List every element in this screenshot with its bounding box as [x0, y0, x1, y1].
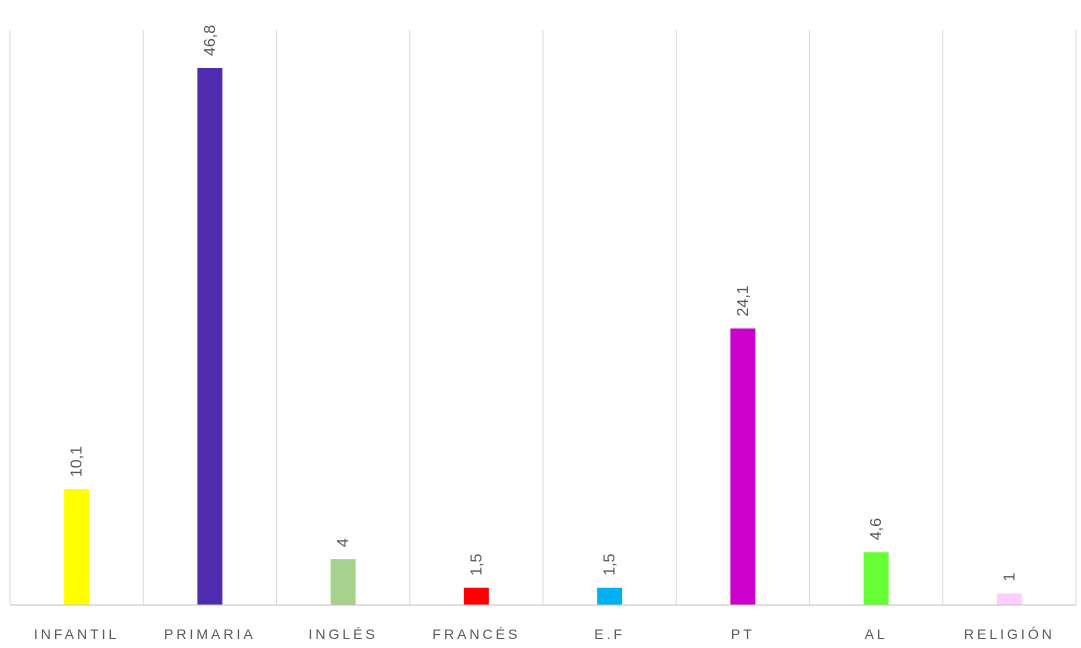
tick-label: RELIGIÓN	[964, 626, 1055, 642]
tick-label: PRIMARIA	[164, 626, 256, 642]
data-label: 4,6	[868, 518, 885, 540]
data-label: 4	[335, 538, 352, 547]
bar	[863, 552, 889, 605]
bar	[996, 593, 1022, 605]
bar	[197, 68, 223, 605]
tick-label: FRANCÉS	[432, 626, 520, 642]
bar	[330, 559, 356, 605]
data-labels: 10,1 46,8 4 1,5 1,5 24,1 4,6 1	[69, 25, 1019, 582]
bar	[730, 328, 756, 605]
tick-label: INFANTIL	[34, 626, 119, 642]
bars	[64, 68, 1022, 605]
data-label: 1,5	[602, 553, 619, 575]
tick-label: INGLÉS	[308, 626, 377, 642]
data-label: 46,8	[202, 25, 219, 56]
tick-label: PT	[731, 626, 755, 642]
gridlines	[9, 30, 1077, 605]
data-label: 24,1	[735, 285, 752, 316]
bar	[463, 587, 489, 605]
data-label: 1	[1001, 573, 1018, 582]
data-label: 10,1	[69, 446, 86, 477]
category-labels: INFANTIL PRIMARIA INGLÉS FRANCÉS E.F PT AL RELI…	[34, 626, 1055, 642]
tick-label: AL	[865, 626, 888, 642]
tick-label: E.F	[594, 626, 625, 642]
data-label: 1,5	[468, 553, 485, 575]
bar	[64, 489, 90, 605]
bar	[597, 587, 623, 605]
